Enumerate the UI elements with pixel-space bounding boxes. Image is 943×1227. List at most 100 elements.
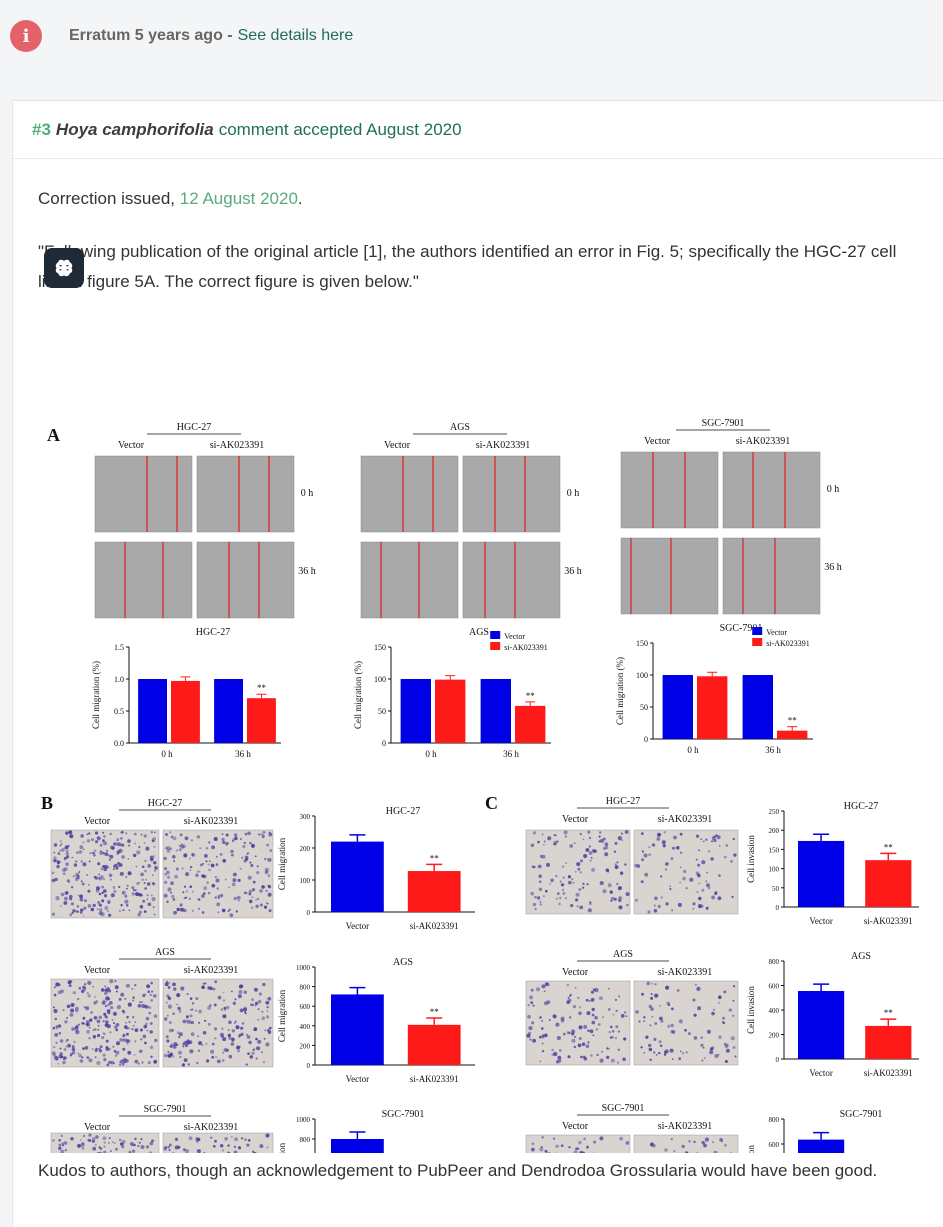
stained-cell [211, 1055, 214, 1059]
comment-author[interactable]: Hoya camphorifolia [55, 119, 214, 139]
erratum-details-link[interactable]: See details here [237, 27, 354, 44]
stained-cell [267, 857, 272, 862]
stained-cell [625, 1141, 630, 1145]
stained-cell [733, 853, 737, 857]
stained-cell [71, 1027, 75, 1031]
stained-cell [221, 1149, 224, 1152]
stained-cell [131, 892, 135, 896]
stained-cell [53, 1008, 58, 1014]
stained-cell [608, 987, 610, 990]
stained-cell [713, 838, 717, 843]
comment-number[interactable]: #3 [32, 119, 51, 139]
stained-cell [258, 833, 261, 836]
stained-cell [147, 990, 150, 993]
panel-c-hgc-27-vector-image [525, 829, 631, 915]
stained-cell [648, 1004, 652, 1009]
stained-cell [73, 863, 78, 867]
stained-cell [88, 884, 90, 886]
brain-icon-button[interactable] [44, 248, 84, 288]
stained-cell [696, 891, 699, 893]
panel-a-sgc-7901-0h-label: 0 h [827, 484, 840, 495]
stained-cell [182, 1045, 185, 1048]
chart-c-sgc-7901-ylabel: Cell invasion [746, 1145, 756, 1153]
chart-a-hgc27-bar [171, 680, 200, 743]
chart-a-sgc7901-bar [662, 675, 693, 739]
stained-cell [250, 864, 254, 867]
stained-cell [154, 1038, 158, 1043]
stained-cell [98, 903, 102, 906]
stained-cell [527, 1004, 530, 1007]
stained-cell [66, 1038, 69, 1042]
chart-b-hgc-27-ytick-label: 200 [300, 845, 311, 853]
stained-cell [188, 857, 191, 860]
stained-cell [207, 1022, 211, 1026]
stained-cell [65, 862, 69, 866]
stained-cell [145, 1022, 148, 1026]
stained-cell [541, 1027, 544, 1030]
stained-cell [167, 846, 172, 851]
stained-cell [220, 1144, 224, 1148]
stained-cell [701, 860, 706, 865]
stained-cell [63, 867, 68, 872]
stained-cell [107, 854, 111, 857]
stained-cell [57, 983, 61, 987]
stained-cell [578, 1006, 582, 1009]
stained-cell [153, 1014, 158, 1018]
stained-cell [256, 865, 259, 868]
stained-cell [588, 845, 591, 848]
stained-cell [662, 844, 666, 848]
stained-cell [712, 1008, 716, 1011]
stained-cell [587, 908, 592, 913]
stained-cell [543, 840, 546, 843]
stained-cell [614, 841, 618, 845]
stained-cell [254, 855, 257, 858]
stained-cell [128, 1020, 131, 1024]
stained-cell [149, 1030, 153, 1034]
stained-cell [606, 1055, 610, 1059]
stained-cell [65, 1045, 68, 1048]
stained-cell [194, 1009, 198, 1012]
stained-cell [673, 1150, 676, 1153]
chart-c-ags-title: AGS [851, 951, 871, 962]
stained-cell [132, 999, 134, 1002]
stained-cell [614, 998, 618, 1002]
panel-c-ags-vector-image-cells [526, 982, 628, 1064]
stained-cell [170, 835, 174, 839]
stained-cell [655, 1054, 658, 1056]
chart-c-ags-ytick-label: 800 [769, 958, 780, 966]
stained-cell [151, 897, 156, 902]
stained-cell [151, 839, 155, 843]
stained-cell [88, 1133, 92, 1137]
stained-cell [172, 1012, 175, 1015]
stained-cell [96, 908, 99, 911]
stained-cell [175, 867, 179, 871]
stained-cell [91, 1140, 95, 1143]
chart-b-ags-title: AGS [393, 957, 413, 968]
stained-cell [146, 984, 150, 989]
stained-cell [698, 904, 702, 909]
stained-cell [257, 1008, 260, 1011]
stained-cell [139, 910, 142, 914]
stained-cell [174, 1137, 179, 1141]
stained-cell [599, 831, 602, 834]
stained-cell [189, 997, 193, 1000]
chart-c-hgc-27-ylabel: Cell invasion [746, 835, 756, 883]
panel-a-sgc-7901-cell-line-label: SGC-7901 [702, 418, 745, 429]
stained-cell [604, 842, 609, 847]
stained-cell [224, 1137, 228, 1141]
stained-cell [87, 904, 92, 908]
chart-c-hgc-27-ytick-label: 200 [769, 827, 780, 835]
stained-cell [78, 1053, 82, 1058]
stained-cell [75, 1030, 78, 1032]
stained-cell [104, 989, 106, 991]
stained-cell [55, 896, 60, 901]
stained-cell [107, 1003, 110, 1006]
stained-cell [164, 1146, 167, 1149]
stained-cell [165, 846, 169, 850]
stained-cell [569, 844, 574, 848]
stained-cell [698, 896, 702, 901]
stained-cell [134, 1028, 139, 1032]
stained-cell [136, 882, 140, 886]
stained-cell [216, 1059, 221, 1064]
chart-b-hgc-27-xtick-label: si-AK023391 [410, 921, 459, 931]
